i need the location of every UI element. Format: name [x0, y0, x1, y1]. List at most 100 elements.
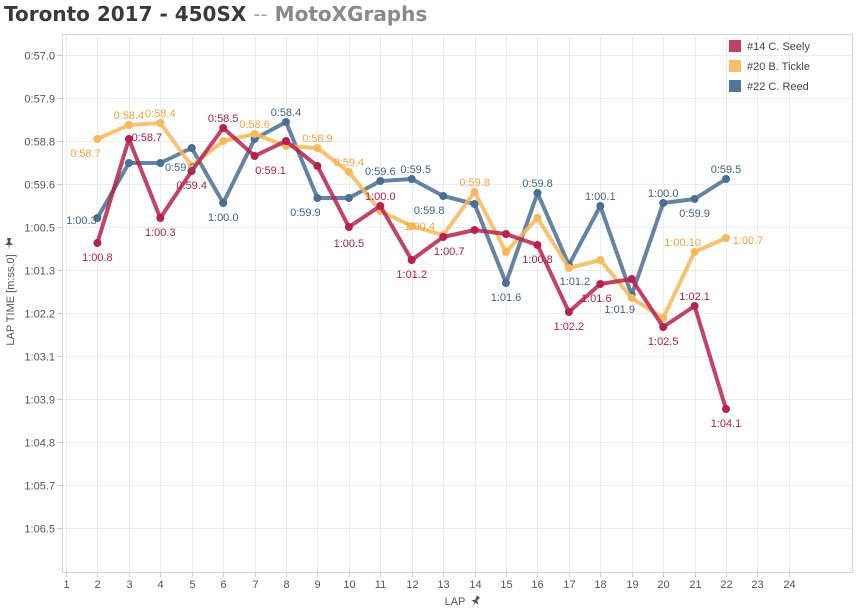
legend-swatch-tickle[interactable] — [729, 60, 741, 72]
data-label: 1:01.2 — [396, 269, 427, 281]
y-tick-label: 1:00.5 — [24, 223, 55, 235]
x-tick-label: 20 — [657, 579, 669, 591]
data-label: 0:58.7 — [70, 148, 101, 160]
x-tick-label: 12 — [406, 579, 418, 591]
data-point[interactable] — [407, 175, 416, 183]
data-point[interactable] — [344, 194, 353, 202]
data-point[interactable] — [439, 233, 448, 241]
data-label: 1:00.3 — [145, 227, 176, 239]
data-label: 0:59.4 — [176, 180, 207, 192]
data-point[interactable] — [470, 226, 479, 234]
y-tick-label: 0:58.8 — [24, 137, 55, 149]
data-point[interactable] — [627, 294, 636, 302]
data-point[interactable] — [187, 144, 196, 152]
data-point[interactable] — [344, 168, 353, 176]
data-point[interactable] — [124, 159, 133, 167]
data-point[interactable] — [219, 199, 228, 207]
data-point[interactable] — [564, 264, 573, 272]
legend-label-seely[interactable]: #14 C. Seely — [747, 41, 810, 53]
data-label: 1:02.5 — [648, 336, 679, 348]
x-tick-label: 8 — [283, 579, 289, 591]
data-point[interactable] — [93, 239, 102, 247]
data-label: 1:01.6 — [581, 293, 612, 305]
data-point[interactable] — [722, 234, 730, 242]
y-axis-label: LAP TIME [m:ss.0] — [5, 254, 17, 345]
data-label: 1:00.0 — [365, 191, 396, 203]
legend-swatch-seely[interactable] — [729, 40, 741, 52]
data-point[interactable] — [282, 118, 290, 126]
data-point[interactable] — [690, 248, 699, 256]
data-point[interactable] — [596, 256, 605, 264]
data-label: 0:58.5 — [208, 113, 239, 125]
data-point[interactable] — [407, 256, 416, 264]
legend-label-reed[interactable]: #22 C. Reed — [747, 81, 809, 93]
data-point[interactable] — [627, 275, 636, 283]
data-point[interactable] — [93, 214, 102, 222]
x-tick-label: 9 — [314, 579, 320, 591]
data-point[interactable] — [659, 314, 668, 322]
data-point[interactable] — [596, 280, 605, 288]
x-tick-label: 11 — [375, 579, 386, 591]
legend-swatch-reed[interactable] — [729, 80, 741, 92]
data-point[interactable] — [690, 195, 699, 203]
x-axis-ticks: 1 2 3 4 5 6 7 8 9 10 11 12 13 14 15 16 17 18 19 20 21 22 23 24 — [63, 572, 796, 591]
title-separator: -- — [253, 2, 268, 26]
pin-icon[interactable] — [5, 238, 13, 250]
data-label: 0:59.5 — [711, 164, 742, 176]
data-point[interactable] — [533, 189, 542, 197]
data-point[interactable] — [502, 248, 510, 256]
data-label: 0:59.8 — [522, 178, 553, 190]
x-tick-label: 14 — [469, 579, 481, 591]
chart-title: Toronto 2017 - 450SX -- MotoXGraphs — [4, 2, 427, 26]
data-label: 0:59.8 — [414, 205, 445, 217]
data-point[interactable] — [376, 202, 385, 210]
data-point[interactable] — [376, 177, 385, 185]
data-point[interactable] — [250, 130, 259, 138]
legend-label-tickle[interactable]: #20 B. Tickle — [747, 61, 810, 73]
data-point[interactable] — [156, 214, 165, 222]
data-label: 1:00.4 — [404, 221, 435, 233]
data-point[interactable] — [533, 214, 542, 222]
series-lines — [93, 118, 730, 413]
x-tick-label: 13 — [437, 579, 449, 591]
data-point[interactable] — [502, 230, 510, 238]
data-label: 0:59.8 — [459, 177, 490, 189]
data-point[interactable] — [344, 223, 353, 231]
data-point[interactable] — [407, 222, 416, 230]
data-point[interactable] — [250, 152, 259, 160]
data-point[interactable] — [722, 175, 730, 183]
data-point[interactable] — [124, 121, 133, 129]
data-point[interactable] — [313, 194, 322, 202]
data-point[interactable] — [502, 279, 510, 287]
data-point[interactable] — [282, 137, 290, 145]
x-tick-label: 18 — [594, 579, 606, 591]
data-point[interactable] — [124, 135, 133, 143]
data-point[interactable] — [219, 137, 228, 145]
y-tick-label: 0:57.9 — [24, 94, 55, 106]
data-point[interactable] — [564, 308, 573, 316]
data-point[interactable] — [156, 119, 165, 127]
data-point[interactable] — [219, 124, 228, 132]
data-label: 1:00.7 — [733, 235, 764, 247]
data-label: 1:01.9 — [604, 304, 635, 316]
data-point[interactable] — [93, 135, 102, 143]
data-point[interactable] — [470, 200, 479, 208]
pin-icon[interactable] — [469, 595, 482, 609]
data-point[interactable] — [156, 159, 165, 167]
data-point[interactable] — [596, 202, 605, 210]
data-point[interactable] — [313, 162, 322, 170]
x-tick-label: 19 — [626, 579, 638, 591]
data-point[interactable] — [659, 323, 668, 331]
data-point[interactable] — [187, 167, 196, 175]
x-tick-label: 23 — [751, 579, 763, 591]
data-label: 1:00.3 — [66, 215, 97, 227]
data-point[interactable] — [533, 241, 542, 249]
data-point[interactable] — [470, 188, 479, 196]
data-label: 0:59.4 — [334, 157, 365, 169]
data-point[interactable] — [722, 405, 730, 413]
data-point[interactable] — [313, 144, 322, 152]
data-point[interactable] — [659, 199, 668, 207]
data-point[interactable] — [690, 302, 699, 310]
data-label: 0:59.9 — [290, 207, 321, 219]
data-point[interactable] — [439, 192, 448, 200]
